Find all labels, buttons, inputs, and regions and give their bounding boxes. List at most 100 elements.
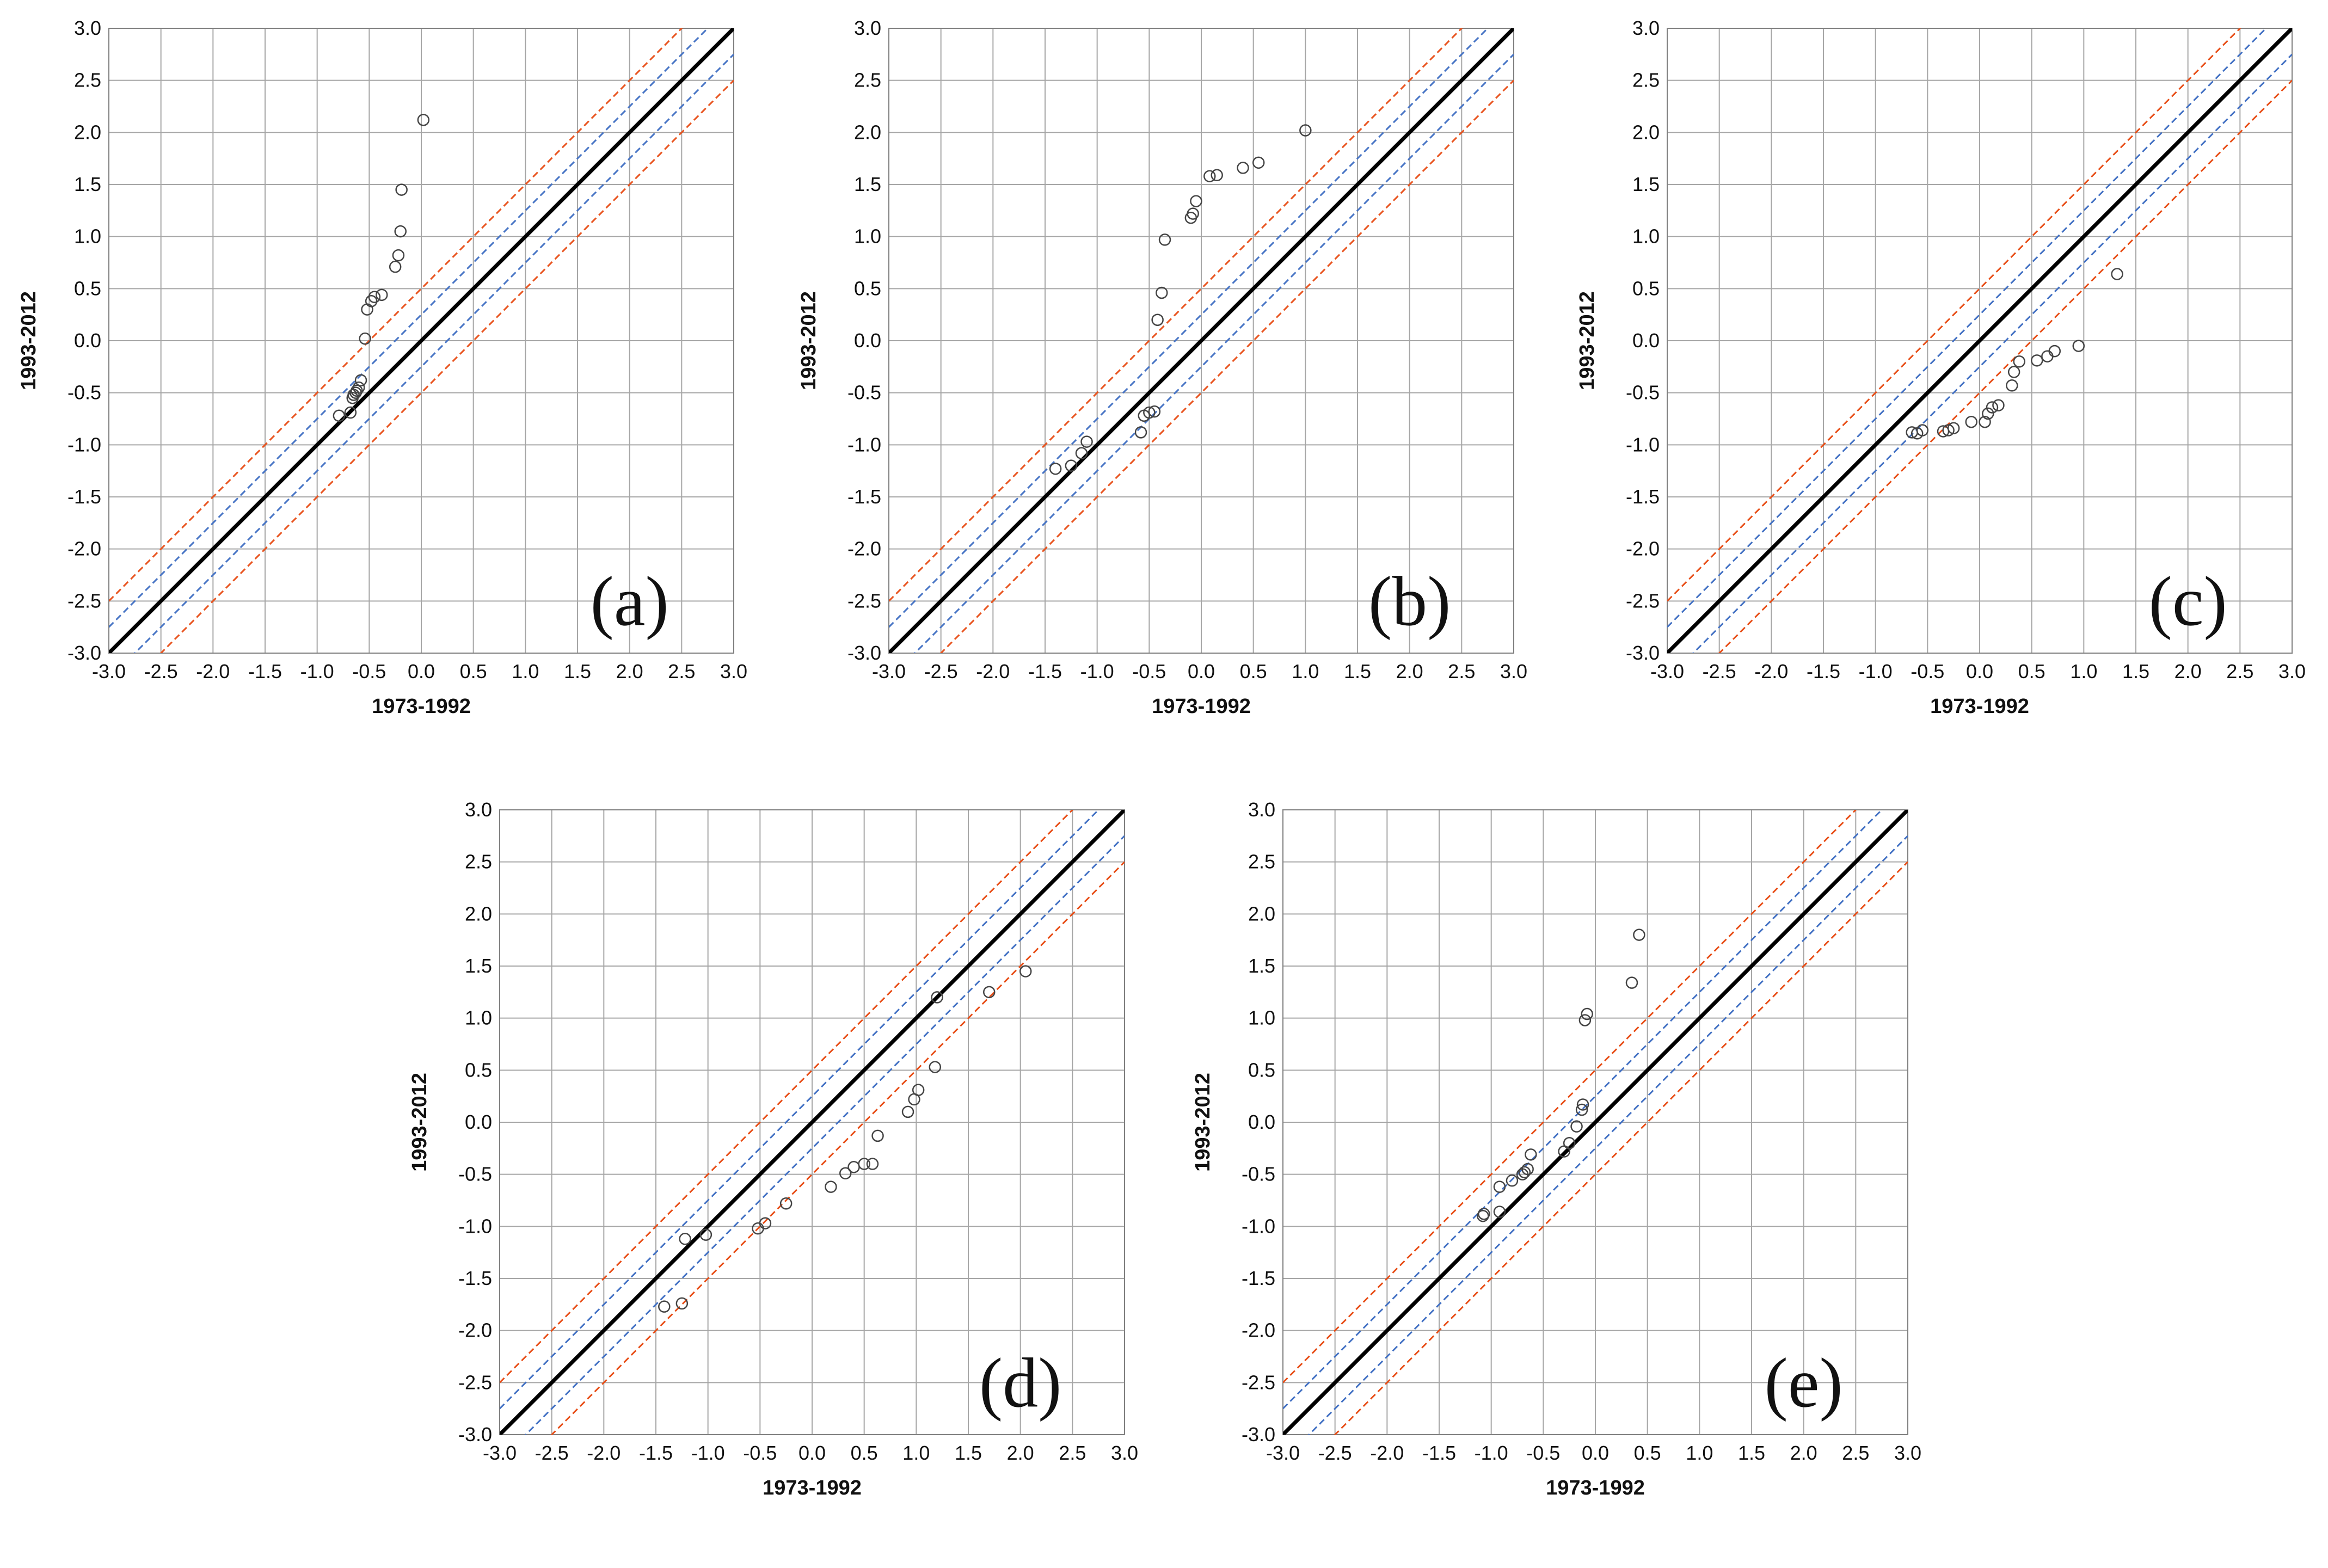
data-point [1299,124,1312,137]
data-point [1581,1007,1593,1020]
data-point [871,1129,884,1142]
tick-labels: -3.0-3.0 -2.5 -2.5 -2.0 -2.0 -1.5 -1.5 -1.0 -1.0… [67,17,747,682]
data-point [2111,268,2123,280]
y-tick-label: -0.5 [1242,1163,1275,1185]
x-tick-label: -1.0 [691,1442,725,1464]
y-tick-label: 0.0 [1632,329,1660,352]
data-point [847,1161,860,1173]
data-point [1203,170,1216,182]
x-tick-label: 0.5 [1634,1442,1661,1464]
x-tick-label: -1.5 [1807,660,1840,682]
x-tick-label: 0.0 [798,1442,826,1464]
x-tick-label: -0.5 [743,1442,777,1464]
y-tick-label: -1.0 [458,1215,492,1237]
tick-labels: -3.0-3.0 -2.5 -2.5 -2.0 -2.0 -1.5 -1.5 -1.0 -1.0… [847,17,1527,682]
y-axis-title: 1993-2012 [797,291,820,390]
data-point [417,114,430,126]
y-tick-label: 2.0 [465,902,492,925]
x-tick-label: 2.0 [1790,1442,1817,1464]
x-tick-label: -1.0 [1859,660,1893,682]
x-tick-label: 1.5 [955,1442,982,1464]
chart-panel: -3.0-3.0 -2.5 -2.5 -2.0 -2.0 -1.5 -1.5 -1.0 -1.0… [408,798,1138,1499]
y-axis-title: 1993-2012 [17,291,40,390]
y-tick-label: -1.0 [67,433,101,456]
y-tick-label: 1.0 [1248,1007,1275,1029]
x-tick-label: 2.5 [668,660,695,682]
x-tick-label: 2.0 [616,660,643,682]
data-points [1049,124,1312,475]
data-point [931,991,943,1004]
y-axis-title: 1993-2012 [1576,291,1599,390]
data-point [1493,1206,1506,1218]
tick-labels: -3.0-3.0 -2.5 -2.5 -2.0 -2.0 -1.5 -1.5 -1.0 -1.0… [458,798,1138,1464]
x-tick-label: -2.0 [196,660,230,682]
data-point [394,225,407,238]
y-tick-label: 0.5 [74,277,101,299]
y-tick-label: 2.0 [1632,121,1660,143]
data-point [392,249,405,262]
data-point [1148,405,1161,418]
y-tick-label: -3.0 [458,1423,492,1446]
outer-band-lower-line [1718,79,2292,653]
y-tick-label: -0.5 [1626,382,1660,404]
y-tick-label: 2.5 [74,69,101,91]
data-point [1525,1148,1537,1161]
y-tick-label: -1.0 [1242,1215,1275,1237]
x-axis-title: 1973-1992 [372,695,471,718]
data-point [1575,1103,1588,1116]
y-tick-label: 2.0 [854,121,881,143]
plot-frame [1282,809,1908,1435]
data-point [346,391,359,404]
x-tick-label: 0.0 [408,660,435,682]
identity-line [1667,28,2292,653]
y-tick-label: -1.5 [458,1267,492,1289]
x-tick-label: -1.0 [1475,1442,1508,1464]
x-tick-label: 0.5 [1240,660,1267,682]
panel-label: (e) [1765,1344,1843,1422]
data-point [1979,415,1991,428]
x-tick-label: 2.5 [1448,660,1475,682]
data-point [1578,1014,1592,1026]
data-point [1570,1120,1583,1133]
y-tick-label: -3.0 [1626,642,1660,664]
reference-lines [109,28,734,653]
panel-label: (b) [1368,562,1451,641]
y-tick-label: 2.5 [465,851,492,873]
y-tick-label: 2.5 [854,69,881,91]
data-point [2048,345,2061,358]
x-axis-title: 1973-1992 [1152,695,1251,718]
x-tick-label: 1.0 [902,1442,930,1464]
panel-label: (d) [979,1344,1062,1422]
x-tick-label: 0.5 [851,1442,878,1464]
x-tick-label: 2.5 [1059,1442,1086,1464]
y-tick-label: 3.0 [854,17,881,39]
inner-band-upper-line [500,810,1100,1410]
y-tick-label: -1.5 [1626,485,1660,508]
reference-lines [1283,810,1908,1435]
tick-labels: -3.0-3.0 -2.5 -2.5 -2.0 -2.0 -1.5 -1.5 -1.0 -1.0… [1626,17,2306,682]
y-tick-label: 2.5 [1248,851,1275,873]
data-point [1906,426,1918,439]
y-tick-label: -2.0 [847,538,881,560]
y-tick-label: 2.5 [1632,69,1660,91]
y-tick-label: 1.0 [465,1007,492,1029]
y-tick-label: 0.5 [854,277,881,299]
y-tick-label: -1.5 [1242,1267,1275,1289]
y-tick-label: 0.5 [1632,277,1660,299]
y-tick-label: 3.0 [1248,798,1275,821]
plot-frame [888,28,1514,654]
data-point [901,1105,914,1118]
y-tick-label: -1.0 [1626,433,1660,456]
reference-lines [889,28,1514,653]
data-point [1019,965,1032,977]
y-tick-label: -0.5 [458,1163,492,1185]
chart-panel: -3.0-3.0 -2.5 -2.5 -2.0 -2.0 -1.5 -1.5 -1.0 -1.0… [17,17,747,718]
inner-band-lower-line [913,53,1514,653]
data-point [699,1228,712,1241]
x-tick-label: -2.0 [587,1442,621,1464]
y-tick-label: -3.0 [67,642,101,664]
inner-band-lower-line [1692,53,2292,653]
data-point [1237,162,1249,174]
x-tick-label: 1.0 [512,660,539,682]
